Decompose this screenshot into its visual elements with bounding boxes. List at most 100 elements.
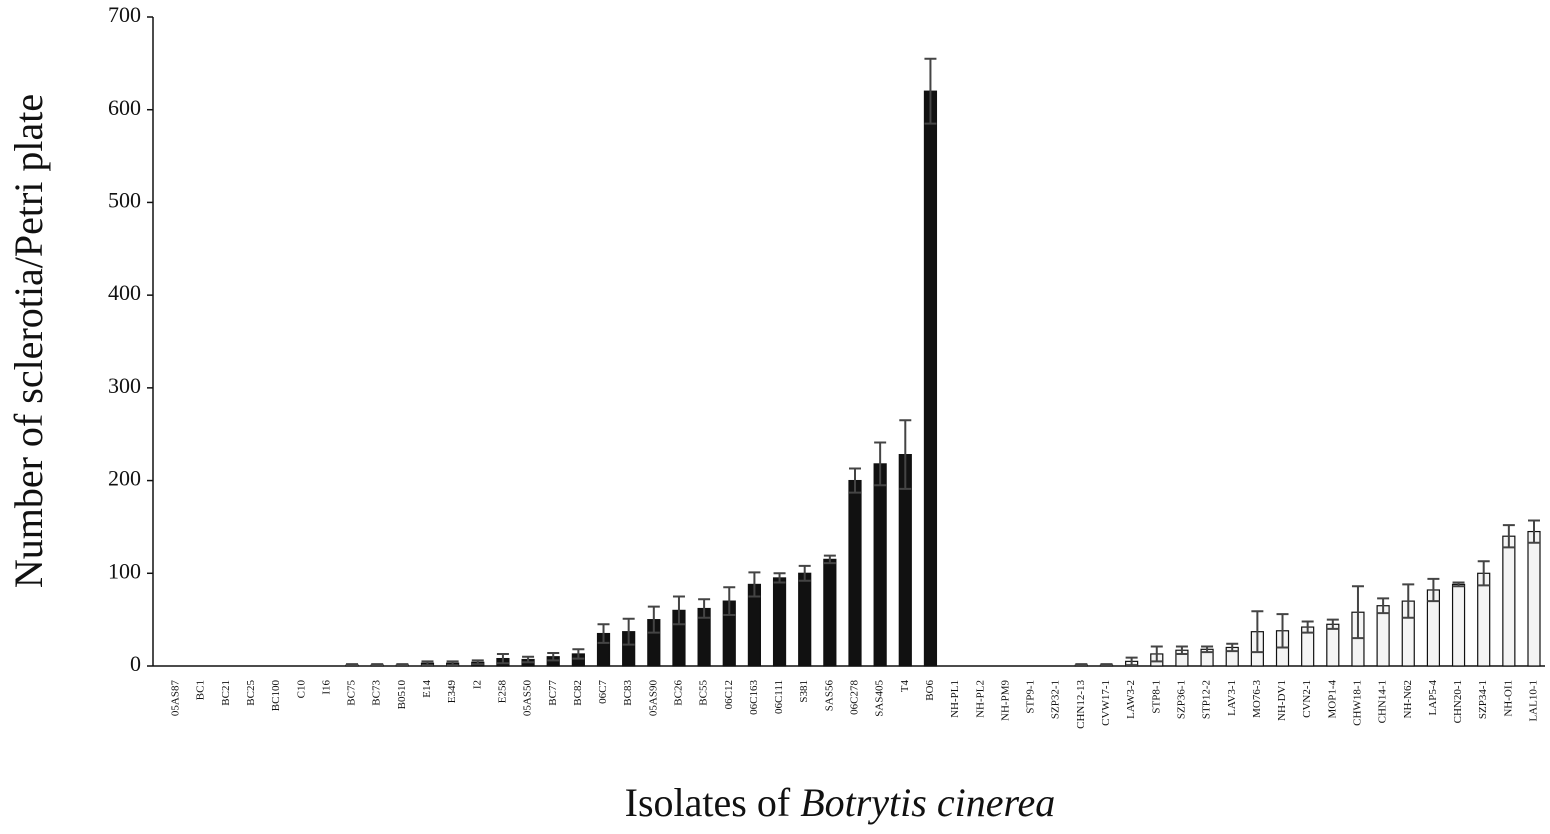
x-tick-label: 05AS87 — [170, 680, 182, 717]
x-tick-label: C10 — [295, 680, 307, 699]
x-tick-label: BC21 — [220, 680, 232, 706]
bar — [798, 572, 812, 667]
x-axis-label: Isolates of Botrytis cinerea — [625, 780, 1056, 825]
error-bar — [1175, 645, 1188, 655]
error-bar — [1452, 581, 1465, 588]
x-tick-label: CHN20-1 — [1452, 680, 1464, 723]
error-bar — [899, 419, 912, 490]
x-tick-label: S381 — [798, 680, 810, 703]
x-tick-label: MO76-3 — [1251, 680, 1263, 718]
x-tick-label: BC82 — [572, 680, 584, 706]
y-tick-label: 600 — [108, 95, 141, 120]
x-tick-label: E14 — [421, 680, 433, 698]
x-tick-label: NH-PM9 — [999, 680, 1011, 721]
error-bar — [572, 648, 585, 660]
x-tick-label: E349 — [446, 680, 458, 704]
x-tick-label: BC55 — [698, 680, 710, 706]
x-tick-label: BC75 — [346, 680, 358, 706]
x-tick-label: 06C12 — [723, 680, 735, 709]
x-tick-label: CVN2-1 — [1301, 680, 1313, 718]
x-tick-label: 06C278 — [849, 680, 861, 715]
bar — [1502, 535, 1516, 667]
x-tick-label: CVW17-1 — [1100, 680, 1112, 726]
x-tick-label: NH-OI1 — [1502, 680, 1514, 717]
x-tick-label: B0510 — [396, 680, 408, 710]
x-axis-label-italic: Botrytis cinerea — [800, 780, 1055, 825]
error-bar — [1075, 663, 1088, 667]
error-bar — [849, 467, 861, 494]
bar — [1527, 530, 1541, 667]
x-tick-label: BC83 — [622, 680, 634, 706]
bar — [823, 558, 837, 667]
x-tick-label: I2 — [471, 680, 483, 689]
error-bar — [1276, 613, 1289, 649]
y-tick-label: 200 — [108, 466, 141, 491]
x-tick-label: 05AS50 — [522, 680, 534, 717]
x-tick-label: LAL10-1 — [1528, 680, 1540, 722]
x-tick-label: 06C111 — [773, 680, 785, 714]
bar — [772, 577, 787, 667]
bar — [923, 90, 938, 667]
y-tick-label: 700 — [108, 2, 141, 27]
x-tick-label: I16 — [320, 680, 332, 695]
x-tick-label: STP9-1 — [1025, 680, 1037, 714]
x-tick-label: CHN12-13 — [1075, 680, 1087, 729]
error-bar — [1100, 663, 1113, 667]
x-tick-label: MOP1-4 — [1326, 680, 1338, 719]
x-tick-label: BC77 — [547, 680, 559, 706]
error-bar — [396, 663, 409, 667]
x-tick-label: SAS56 — [823, 680, 835, 712]
error-bar — [924, 57, 937, 125]
error-bar — [421, 660, 434, 667]
y-tick-label: 100 — [108, 558, 141, 583]
y-tick-label: 0 — [130, 651, 141, 676]
error-bar — [346, 663, 359, 667]
x-tick-label: NH-DV1 — [1276, 680, 1288, 721]
x-tick-label: 06C163 — [748, 680, 760, 715]
error-bar — [1377, 597, 1390, 615]
x-tick-label: 06C7 — [597, 680, 609, 704]
x-tick-label: BC25 — [245, 680, 257, 706]
x-tick-label: STP8-1 — [1150, 680, 1162, 714]
bar — [1326, 623, 1340, 667]
error-bar — [773, 572, 786, 584]
x-tick-label: BC1 — [195, 680, 207, 700]
x-tick-label: NH-PL2 — [974, 680, 986, 718]
error-bar — [471, 659, 484, 666]
error-bar — [371, 663, 384, 667]
error-bar — [798, 564, 811, 582]
bar — [1376, 605, 1390, 667]
error-bar — [1502, 524, 1515, 549]
bar — [873, 463, 887, 667]
x-tick-label: SZP34-1 — [1477, 680, 1489, 719]
y-tick-label: 400 — [108, 280, 141, 305]
bar — [848, 479, 862, 667]
error-bar — [622, 617, 635, 646]
error-bar — [522, 655, 535, 664]
error-bar — [874, 441, 887, 487]
error-bar — [547, 652, 560, 662]
x-tick-label: SAS405 — [874, 680, 886, 717]
y-tick-label: 300 — [108, 373, 141, 398]
x-tick-label: SZP32-1 — [1050, 680, 1062, 719]
x-tick-label: CHN14-1 — [1377, 680, 1389, 723]
error-bar — [1528, 519, 1540, 544]
x-axis-label-text: Isolates of — [625, 780, 791, 825]
error-bar — [1251, 610, 1264, 654]
error-bar — [1301, 620, 1314, 634]
y-axis-label: Number of sclerotia/Petri plate — [6, 94, 51, 588]
error-bar — [1477, 560, 1490, 587]
error-bar — [1150, 645, 1163, 663]
x-tick-label: CHW18-1 — [1351, 680, 1363, 726]
error-bar — [1427, 577, 1440, 603]
x-tick-label: BC100 — [270, 680, 282, 712]
error-bar — [496, 652, 509, 665]
error-bar — [1326, 618, 1339, 630]
x-tick-label: NH-N62 — [1402, 680, 1414, 719]
error-bar — [723, 586, 736, 617]
x-tick-label: LAW3-2 — [1125, 680, 1137, 719]
x-tick-label: SZP36-1 — [1175, 680, 1187, 719]
x-tick-label: NH-PL1 — [949, 680, 961, 718]
x-tick-label: E258 — [496, 680, 508, 704]
